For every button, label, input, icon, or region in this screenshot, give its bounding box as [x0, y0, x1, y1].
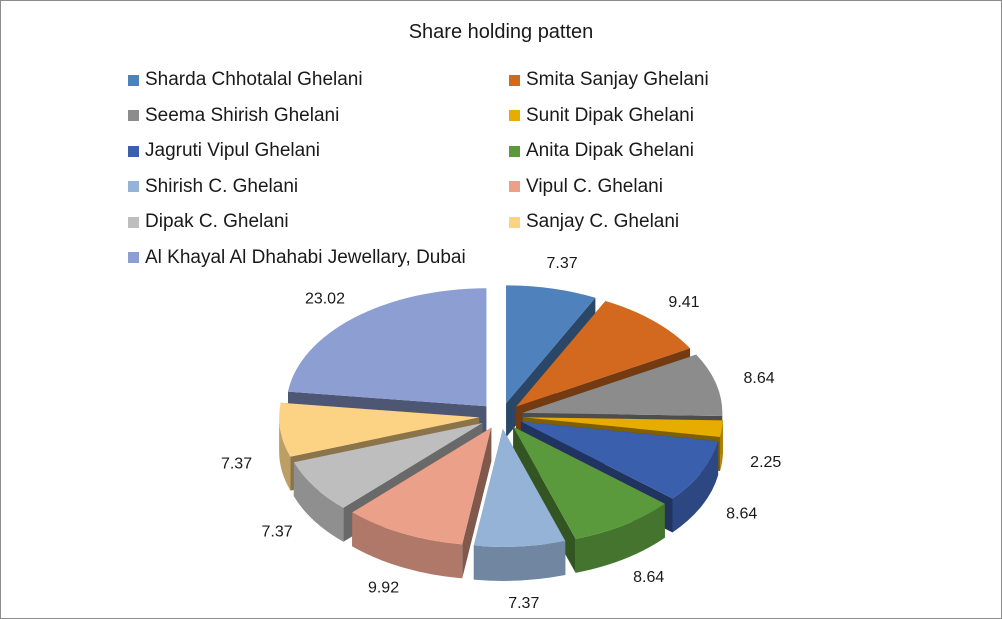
legend: Sharda Chhotalal Ghelani Smita Sanjay Ghe… — [1, 1, 1001, 281]
legend-swatch — [509, 181, 520, 192]
data-label: 7.37 — [508, 595, 539, 612]
legend-label: Sanjay C. Ghelani — [526, 211, 680, 232]
legend-item: Sunit Dipak Ghelani — [509, 105, 694, 127]
legend-label: Smita Sanjay Ghelani — [526, 69, 709, 90]
legend-label: Al Khayal Al Dhahabi Jewellary, Dubai — [145, 246, 466, 268]
legend-item: Jagruti Vipul Ghelani — [128, 140, 320, 162]
legend-item: Smita Sanjay Ghelani — [509, 69, 709, 91]
slice-outer-wall — [672, 441, 719, 533]
legend-swatch — [509, 110, 520, 121]
legend-item: Seema Shirish Ghelani — [128, 105, 339, 127]
legend-item: Vipul C. Ghelani — [509, 176, 663, 198]
slice-top-face — [522, 354, 723, 416]
legend-item: Shirish C. Ghelani — [128, 176, 298, 198]
slice-outer-wall — [473, 541, 566, 581]
pie-slice — [473, 428, 566, 581]
data-label: 9.92 — [368, 579, 399, 596]
slice-top-face — [513, 426, 665, 539]
legend-item: Al Khayal Al Dhahabi Jewellary, Dubai — [128, 247, 466, 269]
slice-top-face — [473, 428, 566, 547]
legend-label: Sharda Chhotalal Ghelani — [145, 69, 363, 90]
data-label: 8.64 — [633, 569, 664, 586]
legend-swatch — [509, 216, 520, 228]
legend-swatch — [509, 74, 520, 86]
slice-top-face — [520, 421, 719, 499]
data-label: 23.02 — [305, 290, 345, 307]
slice-outer-wall — [293, 462, 344, 542]
legend-item: Dipak C. Ghelani — [128, 211, 289, 233]
legend-swatch — [128, 216, 139, 228]
legend-item: Sharda Chhotalal Ghelani — [128, 69, 363, 91]
data-label: 7.37 — [262, 523, 293, 540]
legend-swatch — [509, 145, 520, 157]
slice-outer-wall — [279, 417, 291, 491]
data-label: 8.64 — [743, 370, 774, 387]
legend-label: Dipak C. Ghelani — [145, 211, 289, 232]
slice-top-face — [522, 417, 723, 437]
data-label: 7.37 — [546, 255, 577, 272]
legend-swatch — [128, 110, 139, 121]
slice-outer-wall — [720, 420, 723, 471]
legend-label: Sunit Dipak Ghelani — [526, 104, 694, 126]
legend-item: Anita Dipak Ghelani — [509, 140, 694, 162]
data-label: 2.25 — [750, 454, 781, 471]
slice-top-face — [506, 285, 596, 404]
data-label: 7.37 — [221, 455, 252, 472]
legend-swatch — [128, 145, 139, 157]
data-label: 9.41 — [668, 294, 699, 311]
legend-swatch — [128, 74, 139, 86]
slice-outer-wall — [352, 512, 463, 579]
legend-swatch — [128, 252, 139, 263]
slice-top-face — [287, 288, 487, 407]
chart-title: Share holding patten — [408, 21, 594, 43]
legend-label: Anita Dipak Ghelani — [526, 140, 694, 161]
legend-label: Vipul C. Ghelani — [526, 175, 663, 197]
legend-label: Jagruti Vipul Ghelani — [145, 140, 320, 161]
legend-swatch — [128, 181, 139, 192]
slice-top-face — [293, 423, 483, 508]
slice-outer-wall — [575, 503, 665, 573]
legend-label: Seema Shirish Ghelani — [145, 104, 340, 126]
slice-top-face — [352, 427, 492, 545]
slice-top-face — [516, 301, 691, 407]
pie-slice — [352, 427, 492, 579]
slice-top-face — [279, 402, 480, 457]
legend-label: Shirish C. Ghelani — [145, 175, 299, 197]
legend-item: Sanjay C. Ghelani — [509, 211, 679, 233]
data-label: 8.64 — [726, 505, 757, 522]
